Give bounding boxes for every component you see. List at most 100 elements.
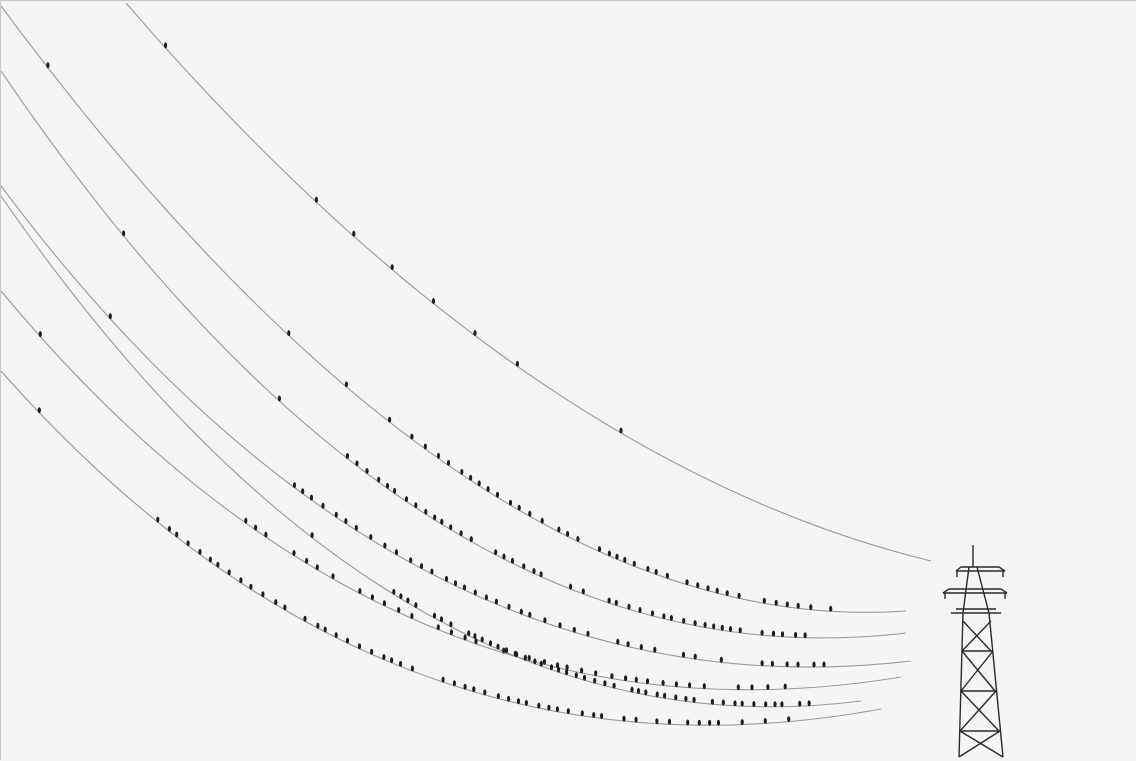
perched-bird — [721, 699, 725, 706]
perched-bird — [803, 632, 807, 639]
perched-bird — [483, 689, 487, 696]
perched-bird — [424, 508, 428, 515]
perched-bird — [630, 686, 634, 693]
perched-bird — [829, 605, 833, 612]
perched-bird — [600, 713, 604, 719]
perched-bird — [798, 700, 802, 707]
perched-bird — [469, 536, 473, 543]
perched-bird — [352, 230, 356, 237]
perched-bird — [496, 693, 500, 700]
perched-bird — [504, 647, 509, 654]
power-line-1 — [125, 2, 932, 562]
perched-bird — [543, 617, 547, 624]
perched-bird — [696, 582, 700, 589]
perched-bird — [477, 480, 481, 487]
perched-bird — [662, 613, 666, 620]
perched-bird — [323, 626, 327, 633]
perched-bird — [261, 591, 265, 598]
perched-bird — [502, 647, 506, 654]
perched-bird — [762, 597, 766, 604]
perched-bird — [766, 684, 770, 690]
perched-bird — [46, 62, 50, 69]
perched-bird — [719, 656, 723, 663]
perched-bird — [681, 651, 686, 658]
perched-bird — [439, 616, 444, 623]
perched-bird — [783, 683, 787, 690]
perched-bird — [404, 496, 409, 503]
perched-bird — [156, 516, 160, 523]
perched-bird — [334, 632, 338, 639]
perched-bird — [728, 626, 733, 632]
perched-bird — [370, 594, 374, 601]
perched-bird — [430, 568, 434, 575]
perched-bird — [175, 531, 179, 538]
perched-bird — [358, 588, 362, 594]
perched-bird — [398, 660, 403, 667]
perched-bird — [715, 587, 719, 594]
perched-bird — [774, 599, 778, 606]
perched-bird — [377, 476, 381, 483]
perched-bird — [639, 644, 643, 650]
perched-bird — [557, 526, 561, 533]
perched-bird — [406, 597, 410, 604]
perched-bird — [572, 626, 576, 633]
perched-bird — [239, 577, 243, 584]
perched-bird — [467, 630, 471, 637]
perched-bird — [314, 196, 318, 203]
perched-bird — [227, 569, 231, 576]
perched-bird — [354, 524, 358, 531]
perched-bird — [480, 636, 484, 643]
perched-bird — [669, 615, 674, 621]
perched-bird — [264, 531, 268, 538]
perched-bird — [780, 701, 784, 708]
perched-bird — [760, 629, 764, 636]
perched-bird — [385, 482, 390, 489]
perched-bird — [580, 710, 584, 717]
perched-bird — [37, 407, 41, 414]
perched-bird — [682, 617, 686, 624]
perched-bird — [693, 653, 697, 660]
perched-bird — [586, 630, 590, 637]
perched-bird — [616, 638, 620, 645]
perched-bird — [592, 712, 596, 718]
perched-bird — [807, 700, 811, 707]
perched-bird — [539, 660, 543, 667]
perched-bird — [655, 718, 659, 725]
perched-bird — [686, 719, 690, 726]
perched-bird — [344, 518, 348, 525]
perched-bird — [566, 708, 570, 715]
power-line-4 — [1, 185, 912, 668]
perched-bird — [519, 608, 523, 615]
perched-bird — [392, 588, 396, 595]
perched-bird — [287, 330, 291, 337]
perched-bird — [502, 553, 506, 560]
perched-bird — [725, 590, 729, 597]
perched-bird — [703, 621, 707, 628]
perched-bird — [740, 700, 744, 707]
perched-bird — [738, 627, 742, 634]
perched-bird — [38, 331, 42, 338]
perched-bird — [796, 602, 800, 609]
perched-bird — [663, 692, 667, 699]
perched-bird — [558, 622, 562, 629]
perched-bird — [612, 682, 616, 689]
perched-bird — [619, 427, 623, 434]
perched-bird — [610, 673, 614, 680]
perched-bird — [655, 691, 659, 698]
perched-bird — [462, 584, 467, 591]
perched-bird — [433, 514, 437, 521]
perched-bird — [494, 549, 498, 556]
perched-bird — [365, 468, 369, 474]
perched-bird — [702, 683, 706, 690]
perched-bird — [549, 664, 554, 671]
perched-bird — [292, 550, 296, 556]
perched-bird — [708, 719, 712, 726]
perched-bird — [419, 563, 424, 570]
perched-bird — [369, 534, 373, 540]
perched-bird — [331, 573, 335, 580]
perched-bird — [622, 715, 626, 722]
perched-bird — [737, 592, 741, 599]
perched-bird — [486, 486, 490, 492]
perched-bird — [516, 698, 521, 705]
